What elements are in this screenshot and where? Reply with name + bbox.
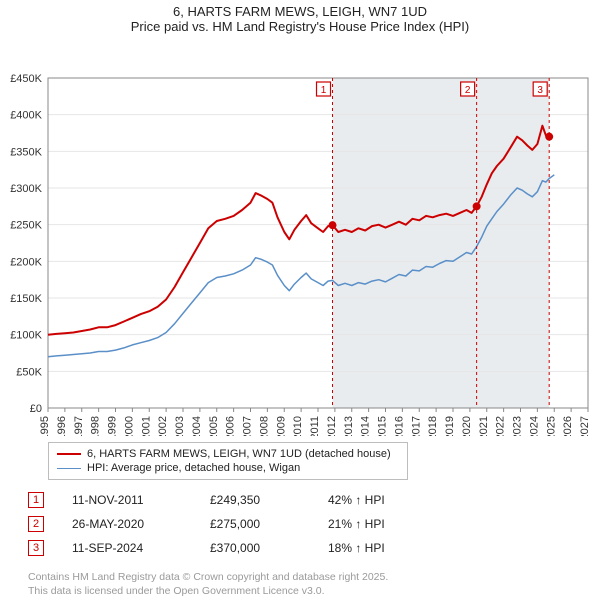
datapoint-date: 26-MAY-2020: [72, 517, 182, 531]
svg-text:2005: 2005: [208, 416, 220, 436]
chart-svg: £0 £50K £100K £150K £200K £250K £300K £350K £400…: [0, 36, 600, 436]
svg-text:£350K: £350K: [10, 146, 42, 158]
chart-container: 6, HARTS FARM MEWS, LEIGH, WN7 1UD Price…: [0, 0, 600, 590]
title-line1: 6, HARTS FARM MEWS, LEIGH, WN7 1UD: [0, 4, 600, 19]
svg-text:2012: 2012: [326, 416, 338, 436]
svg-text:2002: 2002: [157, 416, 169, 436]
svg-text:2024: 2024: [528, 416, 540, 436]
svg-text:2026: 2026: [562, 416, 574, 436]
datapoint-pct: 42% ↑ HPI: [328, 493, 418, 507]
svg-text:2000: 2000: [123, 416, 135, 436]
legend: 6, HARTS FARM MEWS, LEIGH, WN7 1UD (deta…: [48, 442, 408, 480]
datapoint-pct: 21% ↑ HPI: [328, 517, 418, 531]
legend-item: HPI: Average price, detached house, Wiga…: [57, 461, 399, 475]
title-block: 6, HARTS FARM MEWS, LEIGH, WN7 1UD Price…: [0, 0, 600, 36]
datapoint-price: £370,000: [210, 541, 300, 555]
legend-swatch: [57, 453, 81, 455]
svg-text:2003: 2003: [174, 416, 186, 436]
svg-text:2001: 2001: [140, 416, 152, 436]
svg-text:2019: 2019: [444, 416, 456, 436]
datapoint-date: 11-SEP-2024: [72, 541, 182, 555]
svg-text:2021: 2021: [478, 416, 490, 436]
legend-swatch: [57, 468, 81, 469]
datapoint-date: 11-NOV-2011: [72, 493, 182, 507]
svg-text:1996: 1996: [56, 416, 68, 436]
datapoint-row: 3 11-SEP-2024 £370,000 18% ↑ HPI: [28, 536, 600, 560]
svg-text:2014: 2014: [360, 416, 372, 436]
datapoint-pct: 18% ↑ HPI: [328, 541, 418, 555]
legend-item: 6, HARTS FARM MEWS, LEIGH, WN7 1UD (deta…: [57, 447, 399, 461]
svg-text:1998: 1998: [90, 416, 102, 436]
footnote-line2: This data is licensed under the Open Gov…: [28, 584, 600, 598]
datapoint-row: 1 11-NOV-2011 £249,350 42% ↑ HPI: [28, 488, 600, 512]
svg-text:£50K: £50K: [16, 366, 42, 378]
svg-text:2006: 2006: [225, 416, 237, 436]
svg-text:2009: 2009: [275, 416, 287, 436]
svg-text:2013: 2013: [343, 416, 355, 436]
svg-text:2027: 2027: [579, 416, 591, 436]
title-line2: Price paid vs. HM Land Registry's House …: [0, 19, 600, 34]
svg-text:2011: 2011: [309, 416, 321, 436]
svg-text:2022: 2022: [495, 416, 507, 436]
svg-text:2015: 2015: [377, 416, 389, 436]
svg-text:1995: 1995: [39, 416, 51, 436]
datapoint-price: £249,350: [210, 493, 300, 507]
svg-text:2020: 2020: [461, 416, 473, 436]
legend-label: HPI: Average price, detached house, Wiga…: [87, 462, 300, 474]
svg-text:2004: 2004: [191, 416, 203, 436]
svg-text:1999: 1999: [107, 416, 119, 436]
svg-text:£300K: £300K: [10, 183, 42, 195]
datapoint-marker: 2: [28, 516, 44, 532]
svg-text:£200K: £200K: [10, 256, 42, 268]
datapoint-price: £275,000: [210, 517, 300, 531]
svg-text:£150K: £150K: [10, 293, 42, 305]
svg-text:1: 1: [321, 85, 327, 96]
svg-text:2017: 2017: [410, 416, 422, 436]
svg-text:2023: 2023: [512, 416, 524, 436]
svg-text:£400K: £400K: [10, 110, 42, 122]
datapoint-marker: 1: [28, 492, 44, 508]
svg-text:3: 3: [537, 85, 543, 96]
svg-text:£0: £0: [30, 403, 42, 415]
svg-text:2018: 2018: [427, 416, 439, 436]
svg-text:2010: 2010: [292, 416, 304, 436]
svg-text:£450K: £450K: [10, 73, 42, 85]
svg-text:2008: 2008: [258, 416, 270, 436]
svg-text:2: 2: [465, 85, 471, 96]
footnote-line1: Contains HM Land Registry data © Crown c…: [28, 570, 600, 584]
svg-text:£100K: £100K: [10, 330, 42, 342]
datapoint-table: 1 11-NOV-2011 £249,350 42% ↑ HPI 2 26-MA…: [28, 488, 600, 560]
svg-text:2016: 2016: [393, 416, 405, 436]
svg-text:£250K: £250K: [10, 220, 42, 232]
footnote: Contains HM Land Registry data © Crown c…: [28, 570, 600, 598]
chart-area: £0 £50K £100K £150K £200K £250K £300K £350K £400…: [0, 36, 600, 436]
legend-label: 6, HARTS FARM MEWS, LEIGH, WN7 1UD (deta…: [87, 448, 391, 460]
svg-text:2025: 2025: [545, 416, 557, 436]
svg-text:2007: 2007: [242, 416, 254, 436]
datapoint-marker: 3: [28, 540, 44, 556]
datapoint-row: 2 26-MAY-2020 £275,000 21% ↑ HPI: [28, 512, 600, 536]
svg-text:1997: 1997: [73, 416, 85, 436]
